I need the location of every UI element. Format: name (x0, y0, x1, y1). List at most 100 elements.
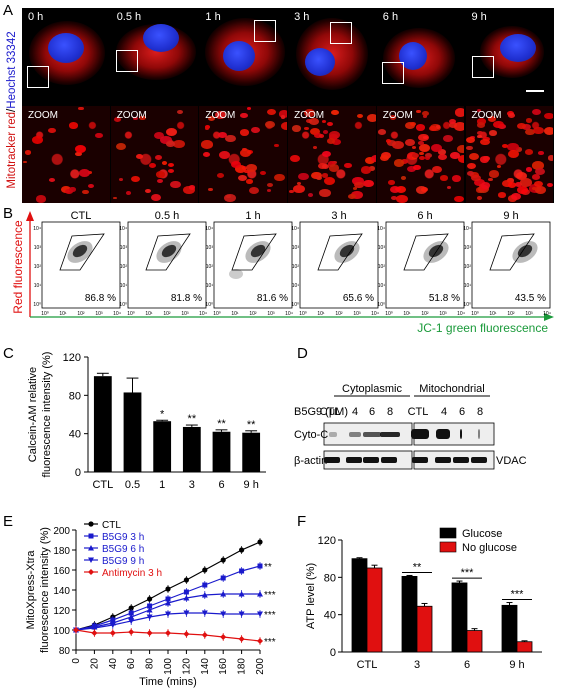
mitochondrion (348, 193, 357, 200)
data-point (201, 632, 208, 638)
mitochondrion (139, 115, 146, 120)
mitochondrion (379, 154, 389, 162)
cytoplasmic-label: Cytoplasmic (342, 383, 402, 395)
mitochondrion (266, 189, 271, 192)
data-point (128, 614, 135, 620)
x-tick-label: 1 (159, 479, 165, 491)
mitochondrion (466, 171, 474, 177)
nucleus (223, 41, 256, 71)
mitochondrion (489, 170, 500, 178)
panel-label-d: D (297, 345, 308, 362)
mitochondrion (498, 192, 507, 198)
data-point (220, 557, 226, 563)
mitochondrion (88, 183, 95, 189)
x-tick-label: 10⁴ (199, 311, 207, 317)
mitochondrion (328, 164, 340, 172)
data-point (257, 591, 263, 597)
mitochondrion (314, 175, 319, 179)
gate (59, 233, 105, 271)
density-core (517, 244, 533, 258)
flow-plot (127, 221, 207, 309)
data-point (146, 630, 153, 636)
y-axis-label: fluorescence intensity (%) (39, 527, 51, 653)
x-tick-label: 100 (163, 658, 174, 675)
x-tick-label: 10³ (525, 311, 533, 317)
mitochondrion (24, 150, 31, 155)
mitochondrion (424, 152, 433, 159)
mitochondrion (318, 133, 325, 138)
data-point (220, 575, 226, 581)
y-tick-label: 10⁴ (119, 226, 127, 232)
lane-label: CTL (320, 406, 341, 418)
y-tick-label: 100 (53, 626, 70, 637)
x-tick-label: 9 h (244, 479, 259, 491)
mitochondrion (290, 155, 300, 162)
x-tick-label: 10² (421, 311, 429, 317)
mitochondrion (332, 139, 341, 146)
mitochondrion (288, 189, 294, 194)
mitochondrion (156, 178, 163, 183)
x-tick-label: 10⁴ (113, 311, 121, 317)
x-tick-label: 10⁰ (127, 311, 135, 317)
mitochondrion (360, 166, 372, 174)
x-tick-label: 10³ (267, 311, 275, 317)
mitochondrion (307, 192, 314, 197)
mitochondrion (420, 186, 428, 192)
mitochondrion (159, 135, 172, 145)
percentage-label: 43.5 % (515, 293, 546, 304)
y-tick-label: 10¹ (206, 283, 214, 289)
y-tick-label: 10² (206, 264, 214, 270)
mitochondrion (144, 188, 151, 193)
x-tick-label: 10⁰ (41, 311, 49, 317)
mitochondrion (322, 150, 331, 157)
mitochondrion (135, 153, 143, 159)
mitochondrion (78, 169, 90, 178)
mitochondrion (240, 148, 252, 157)
mitochondrion (395, 195, 408, 203)
y-tick-label: 40 (324, 610, 336, 622)
mitochondrion (466, 162, 477, 170)
data-point (88, 533, 94, 539)
mitochondrion (416, 110, 421, 114)
mitochondrion (473, 178, 485, 187)
percentage-label: 86.8 % (85, 293, 116, 304)
mitochondrion (176, 109, 183, 115)
mitochondrion (533, 127, 544, 135)
legend-swatch (439, 541, 457, 553)
lane-label: 4 (441, 406, 447, 418)
mitochondrion (516, 186, 528, 194)
micrograph-grid: 0 h ZOOM 0.5 h ZOOM 1 h ZOOM 3 h ZOOM 6 h ZOOM 9 h… (22, 8, 554, 203)
mitochondrion (532, 109, 542, 116)
mitochondrion (202, 151, 211, 157)
data-point (128, 629, 135, 635)
y-tick-label: 10¹ (292, 283, 300, 289)
x-tick-label: 10¹ (317, 311, 325, 317)
percentage-label: 51.8 % (429, 293, 460, 304)
mitochondrion (352, 186, 358, 190)
mitochondrion (246, 107, 251, 111)
mitochondrion (407, 165, 417, 173)
mitochondrion (515, 182, 523, 187)
actin-band (346, 457, 362, 463)
x-tick-label: 10⁴ (457, 311, 465, 317)
significance-mark: ** (217, 418, 226, 430)
mitochondrion (453, 122, 465, 131)
ylabel-separator: / (6, 108, 18, 112)
red-axis-arrow (26, 211, 34, 221)
y-tick-label: 200 (53, 526, 70, 537)
mitochondrion (488, 130, 497, 136)
bar (93, 376, 112, 472)
density-low (229, 269, 243, 279)
timepoint-label: 6 h (382, 11, 399, 23)
zoom-label: ZOOM (205, 110, 236, 121)
data-point (257, 611, 263, 617)
mitochondrion (492, 120, 504, 129)
mitochondrion (188, 185, 196, 190)
x-tick-label: 10¹ (145, 311, 153, 317)
condition-label: 6 h (417, 210, 432, 222)
mitochondrion (113, 117, 122, 123)
x-tick-label: 10³ (439, 311, 447, 317)
y-axis-label: ATP level (%) (305, 563, 317, 629)
data-point (88, 557, 94, 563)
